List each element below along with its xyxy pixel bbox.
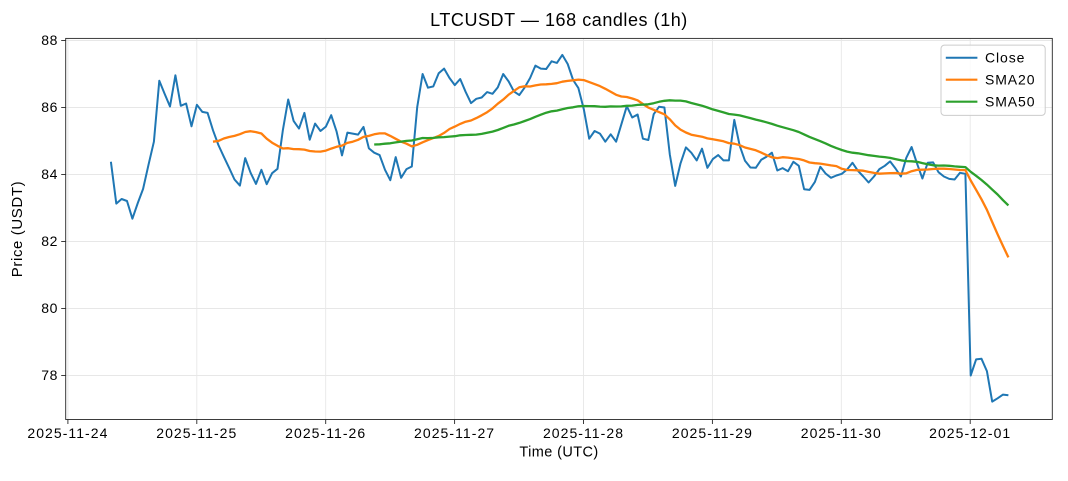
svg-text:2025-11-25: 2025-11-25 [156,425,237,441]
svg-text:2025-12-01: 2025-12-01 [929,425,1011,441]
svg-text:2025-11-24: 2025-11-24 [27,425,108,441]
svg-text:Price (USDT): Price (USDT) [9,181,26,277]
svg-text:84: 84 [41,166,58,182]
svg-text:2025-11-26: 2025-11-26 [285,425,366,441]
svg-text:86: 86 [41,99,58,115]
svg-text:LTCUSDT — 168 candles (1h): LTCUSDT — 168 candles (1h) [430,10,688,30]
svg-text:78: 78 [41,367,58,383]
svg-text:Close: Close [985,50,1025,66]
svg-text:88: 88 [41,32,58,48]
svg-text:2025-11-28: 2025-11-28 [543,425,624,441]
svg-text:80: 80 [41,300,58,316]
svg-text:SMA50: SMA50 [985,94,1035,110]
svg-text:2025-11-27: 2025-11-27 [414,425,495,441]
svg-text:2025-11-29: 2025-11-29 [672,425,753,441]
svg-text:SMA20: SMA20 [985,72,1035,88]
svg-text:82: 82 [41,233,58,249]
svg-text:Time (UTC): Time (UTC) [519,445,598,461]
svg-text:2025-11-30: 2025-11-30 [801,425,882,441]
